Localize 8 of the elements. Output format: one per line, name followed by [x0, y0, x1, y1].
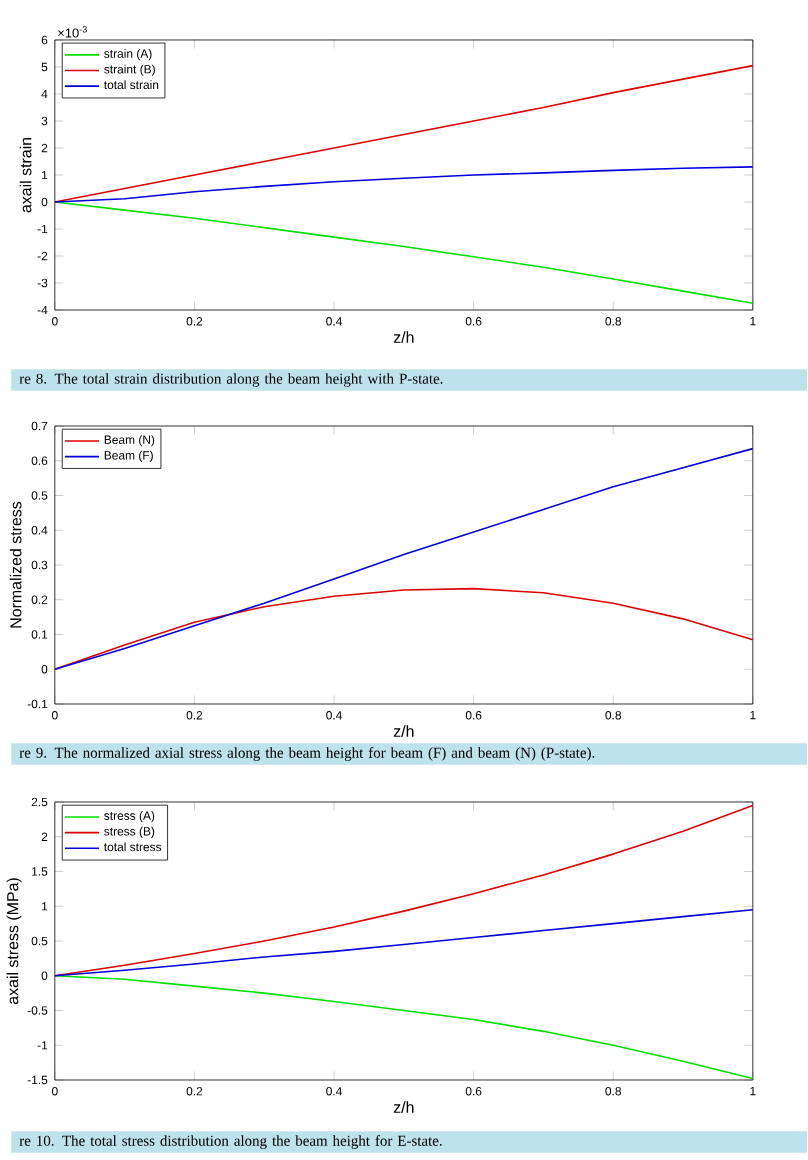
line-series	[55, 587, 754, 671]
line-series	[55, 804, 754, 977]
line-series	[55, 201, 754, 305]
line-series	[55, 908, 754, 977]
line-series	[55, 64, 754, 203]
line-series	[55, 974, 754, 1080]
line-series	[55, 447, 754, 671]
line-series	[55, 166, 754, 203]
